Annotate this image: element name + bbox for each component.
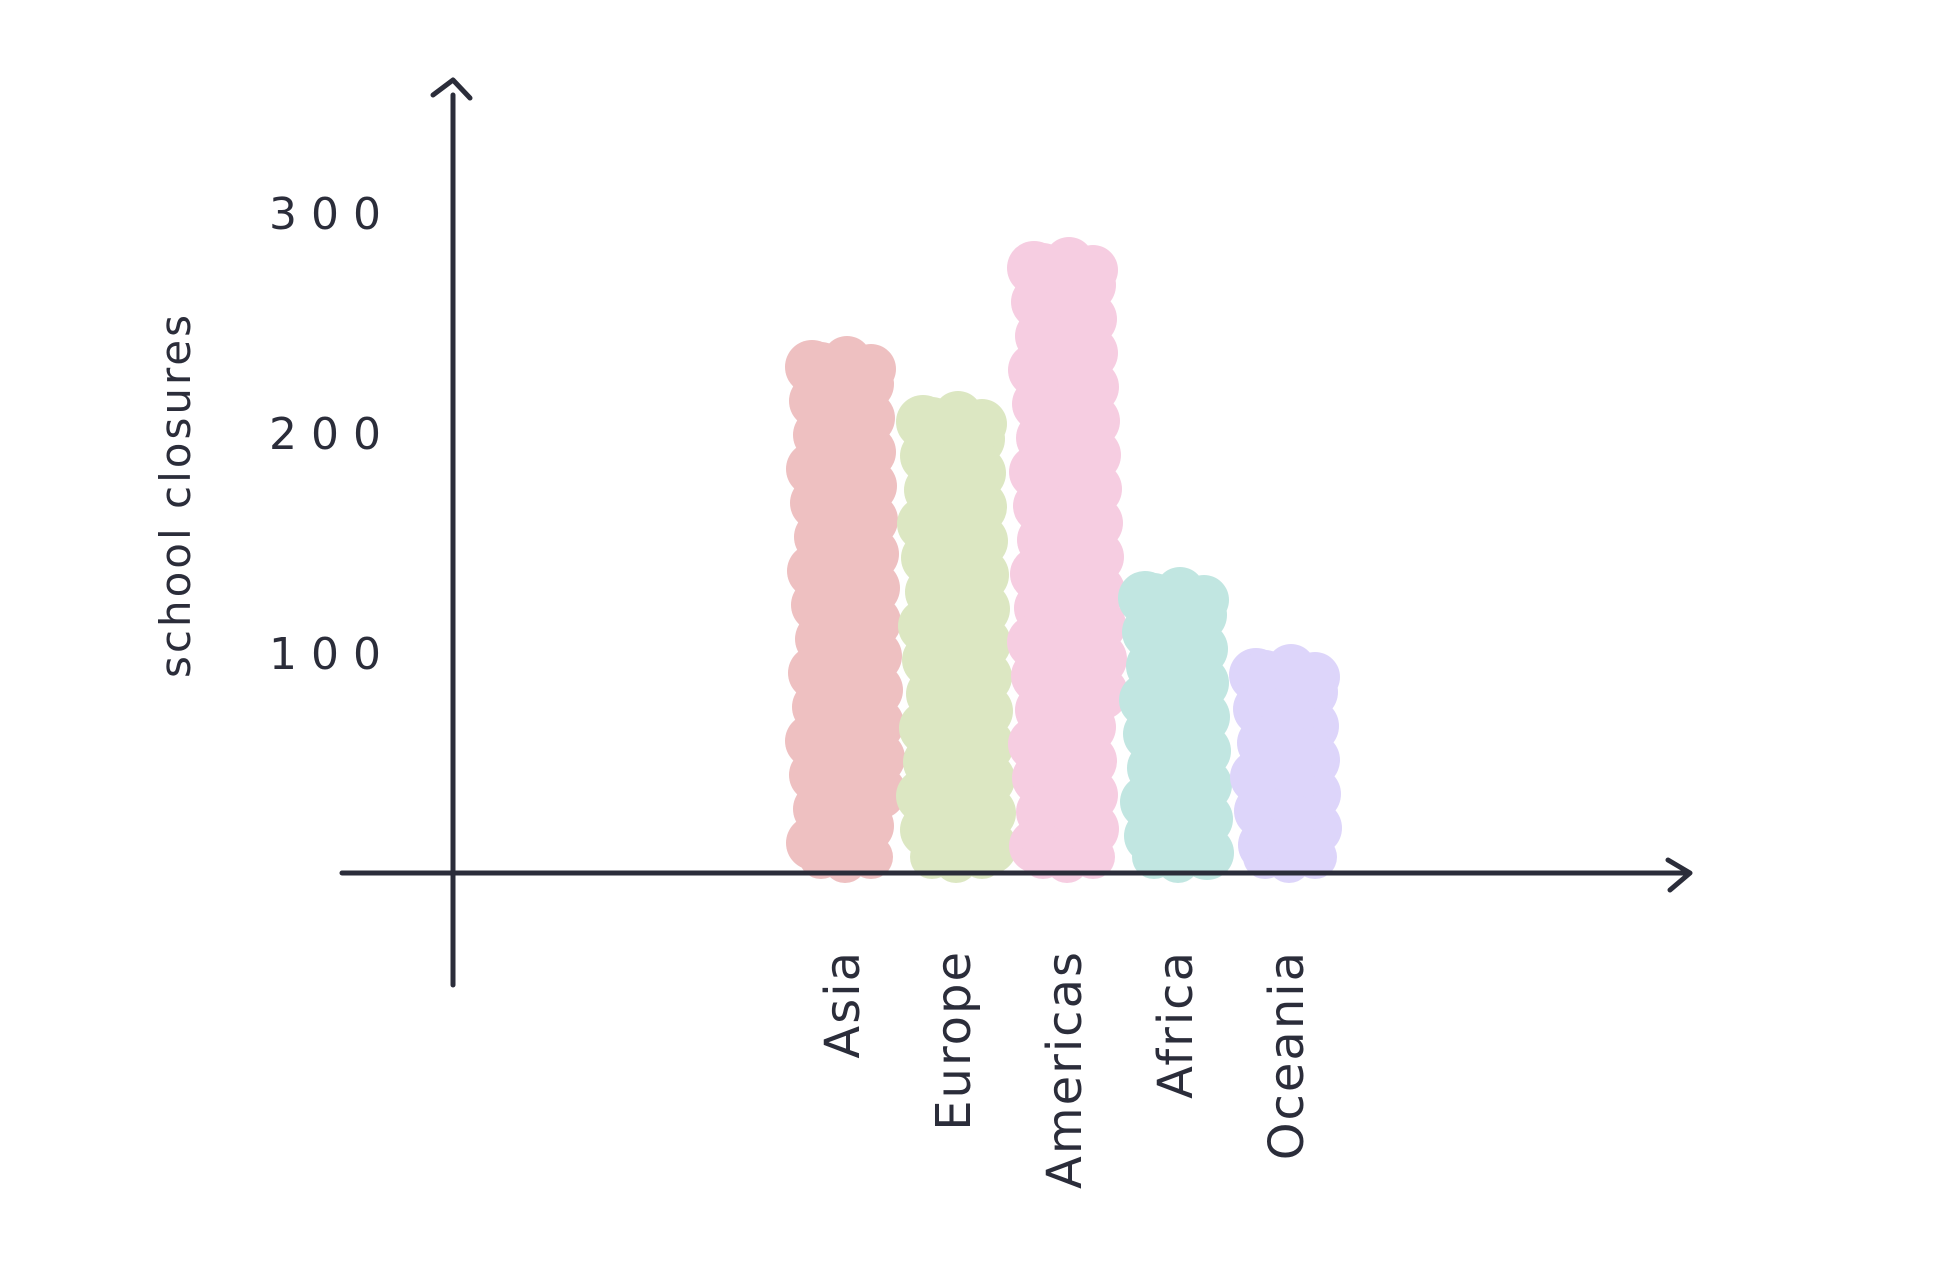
bar-cap xyxy=(846,344,896,394)
x-category-label: Americas xyxy=(1037,950,1093,1189)
bar-cap xyxy=(1179,575,1229,625)
x-category-label: Asia xyxy=(815,950,871,1059)
y-tick-label: 200 xyxy=(269,409,395,460)
bar-americas xyxy=(1007,237,1128,883)
axes xyxy=(339,77,1693,988)
x-category-label: Europe xyxy=(926,950,982,1131)
bar-base xyxy=(849,835,893,879)
y-tick-label: 100 xyxy=(269,629,395,680)
bar-cap xyxy=(1068,245,1118,295)
bars xyxy=(785,237,1342,883)
y-tick-labels: 100 200 300 xyxy=(269,189,395,680)
bar-cap xyxy=(1290,652,1340,702)
y-axis-arrow xyxy=(430,77,473,101)
x-axis-arrow xyxy=(1665,857,1693,893)
bar-base xyxy=(960,835,1004,879)
category-labels: Asia Europe Americas Africa Oceania xyxy=(815,950,1315,1189)
bar-base xyxy=(1071,835,1115,879)
bar-europe xyxy=(896,391,1017,883)
x-category-label: Oceania xyxy=(1259,950,1315,1160)
y-tick-label: 300 xyxy=(269,189,395,240)
x-category-label: Africa xyxy=(1148,950,1204,1099)
bar-asia xyxy=(785,336,906,883)
bar-cap xyxy=(957,399,1007,449)
bar-base xyxy=(1182,835,1226,879)
bar-africa xyxy=(1118,567,1234,883)
bar-base xyxy=(1293,835,1337,879)
y-axis-title: school closures xyxy=(151,312,200,678)
bar-oceania xyxy=(1229,644,1342,883)
